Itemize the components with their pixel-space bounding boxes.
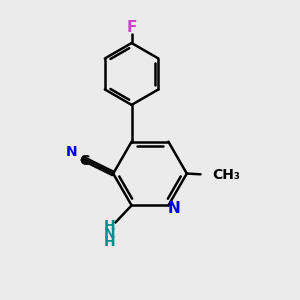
Text: N: N xyxy=(167,202,180,217)
Text: H: H xyxy=(104,219,115,233)
Text: CH₃: CH₃ xyxy=(212,168,240,182)
Text: F: F xyxy=(126,20,137,35)
Text: H: H xyxy=(104,235,115,249)
Text: N: N xyxy=(104,227,115,241)
Text: N: N xyxy=(65,145,77,159)
Text: C: C xyxy=(80,154,90,168)
